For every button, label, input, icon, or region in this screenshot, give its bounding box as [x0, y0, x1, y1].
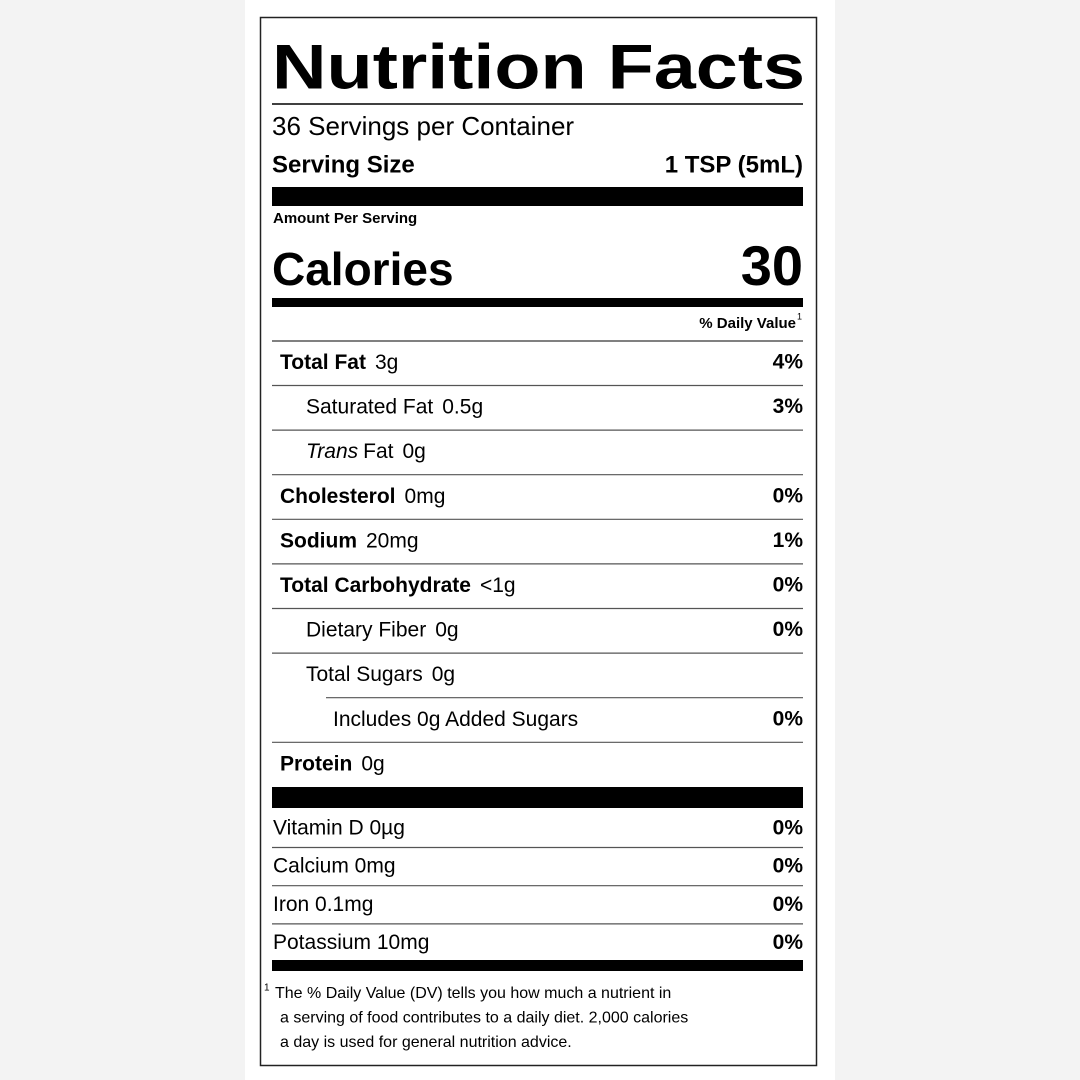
nutrient-amount: 0g	[402, 440, 425, 463]
title: Nutrition Facts	[272, 33, 805, 103]
footnote: The % Daily Value (DV) tells you how muc…	[275, 985, 688, 1051]
nutrient-rows: Total Fat 3g 4% Saturated Fat 0.5g 3% Trans Fat…	[272, 351, 803, 775]
nutrient: Sodium 20mg	[280, 529, 419, 552]
vitamin-rows: Vitamin D 0µg 0% Calcium 0mg 0% Iron 0.1mg 0%…	[272, 817, 804, 954]
vitamin-name: Calcium 0mg	[273, 855, 396, 878]
calories-label: Calories	[272, 243, 454, 295]
nutrient-name: Total Sugars	[306, 663, 423, 686]
nutrient-name: Total Carbohydrate	[280, 574, 471, 597]
nutrient-name: Total Fat	[280, 351, 366, 374]
daily-value-note: 1	[797, 311, 802, 321]
nutrient-amount: 0g	[432, 663, 455, 686]
nutrient-name: Sodium	[280, 529, 357, 552]
nutrient-name: Fat	[363, 440, 394, 463]
thick-bar	[272, 787, 803, 808]
nutrient-amount: 0g	[361, 752, 384, 775]
nutrient: Includes 0g Added Sugars	[333, 707, 578, 730]
daily-value: 0%	[773, 707, 804, 730]
medium-bar	[272, 298, 803, 307]
daily-value: 0%	[773, 893, 804, 916]
nutrient-name: Includes 0g Added Sugars	[333, 707, 578, 730]
serving-size-label: Serving Size	[272, 151, 415, 178]
daily-value: 0%	[773, 855, 804, 878]
daily-value: 3%	[773, 395, 804, 418]
footnote-line: The % Daily Value (DV) tells you how muc…	[275, 985, 671, 1002]
nutrient: Total Carbohydrate <1g	[280, 574, 516, 597]
nutrient: Total Sugars 0g	[306, 663, 455, 686]
nutrient-amount: 0.5g	[442, 395, 483, 418]
daily-value: 4%	[773, 351, 804, 374]
vitamin-name: Potassium 10mg	[273, 931, 429, 954]
nutrient-amount: <1g	[480, 574, 516, 597]
nutrient: Cholesterol 0mg	[280, 484, 445, 507]
serving-size-value: 1 TSP (5mL)	[665, 151, 803, 178]
nutrient: Trans Fat 0g	[306, 440, 426, 463]
nutrient-name: Cholesterol	[280, 484, 396, 507]
footnote-mark: 1	[264, 983, 270, 994]
nutrient-name: Dietary Fiber	[306, 618, 426, 641]
vitamin-name: Vitamin D 0µg	[273, 817, 405, 840]
nutrient-amount: 0mg	[405, 484, 446, 507]
nutrient: Saturated Fat 0.5g	[306, 395, 483, 418]
nutrient: Dietary Fiber 0g	[306, 618, 459, 641]
nutrient-amount: 20mg	[366, 529, 419, 552]
daily-value: 0%	[773, 484, 804, 507]
medium-bar	[272, 960, 803, 971]
servings: 36 Servings per Container	[272, 111, 574, 141]
nutrient: Total Fat 3g	[280, 351, 398, 374]
nutrient-name-italic: Trans	[306, 440, 359, 463]
daily-value: 0%	[773, 618, 804, 641]
daily-value: 0%	[773, 574, 804, 597]
daily-value: 1%	[773, 529, 804, 552]
nutrient-name: Protein	[280, 752, 352, 775]
vitamin-name: Iron 0.1mg	[273, 893, 373, 916]
thick-bar	[272, 187, 803, 206]
footnote-line: a day is used for general nutrition advi…	[280, 1034, 572, 1051]
nutrient-amount: 3g	[375, 351, 398, 374]
calories-value: 30	[741, 234, 803, 297]
daily-value: 0%	[773, 817, 804, 840]
nutrient-name: Saturated Fat	[306, 395, 433, 418]
daily-value: 0%	[773, 931, 804, 954]
nutrient: Protein 0g	[280, 752, 385, 775]
daily-value-header: % Daily Value	[699, 315, 796, 332]
footnote-line: a serving of food contributes to a daily…	[280, 1010, 688, 1027]
nutrient-amount: 0g	[435, 618, 458, 641]
amount-per-serving: Amount Per Serving	[273, 210, 417, 227]
